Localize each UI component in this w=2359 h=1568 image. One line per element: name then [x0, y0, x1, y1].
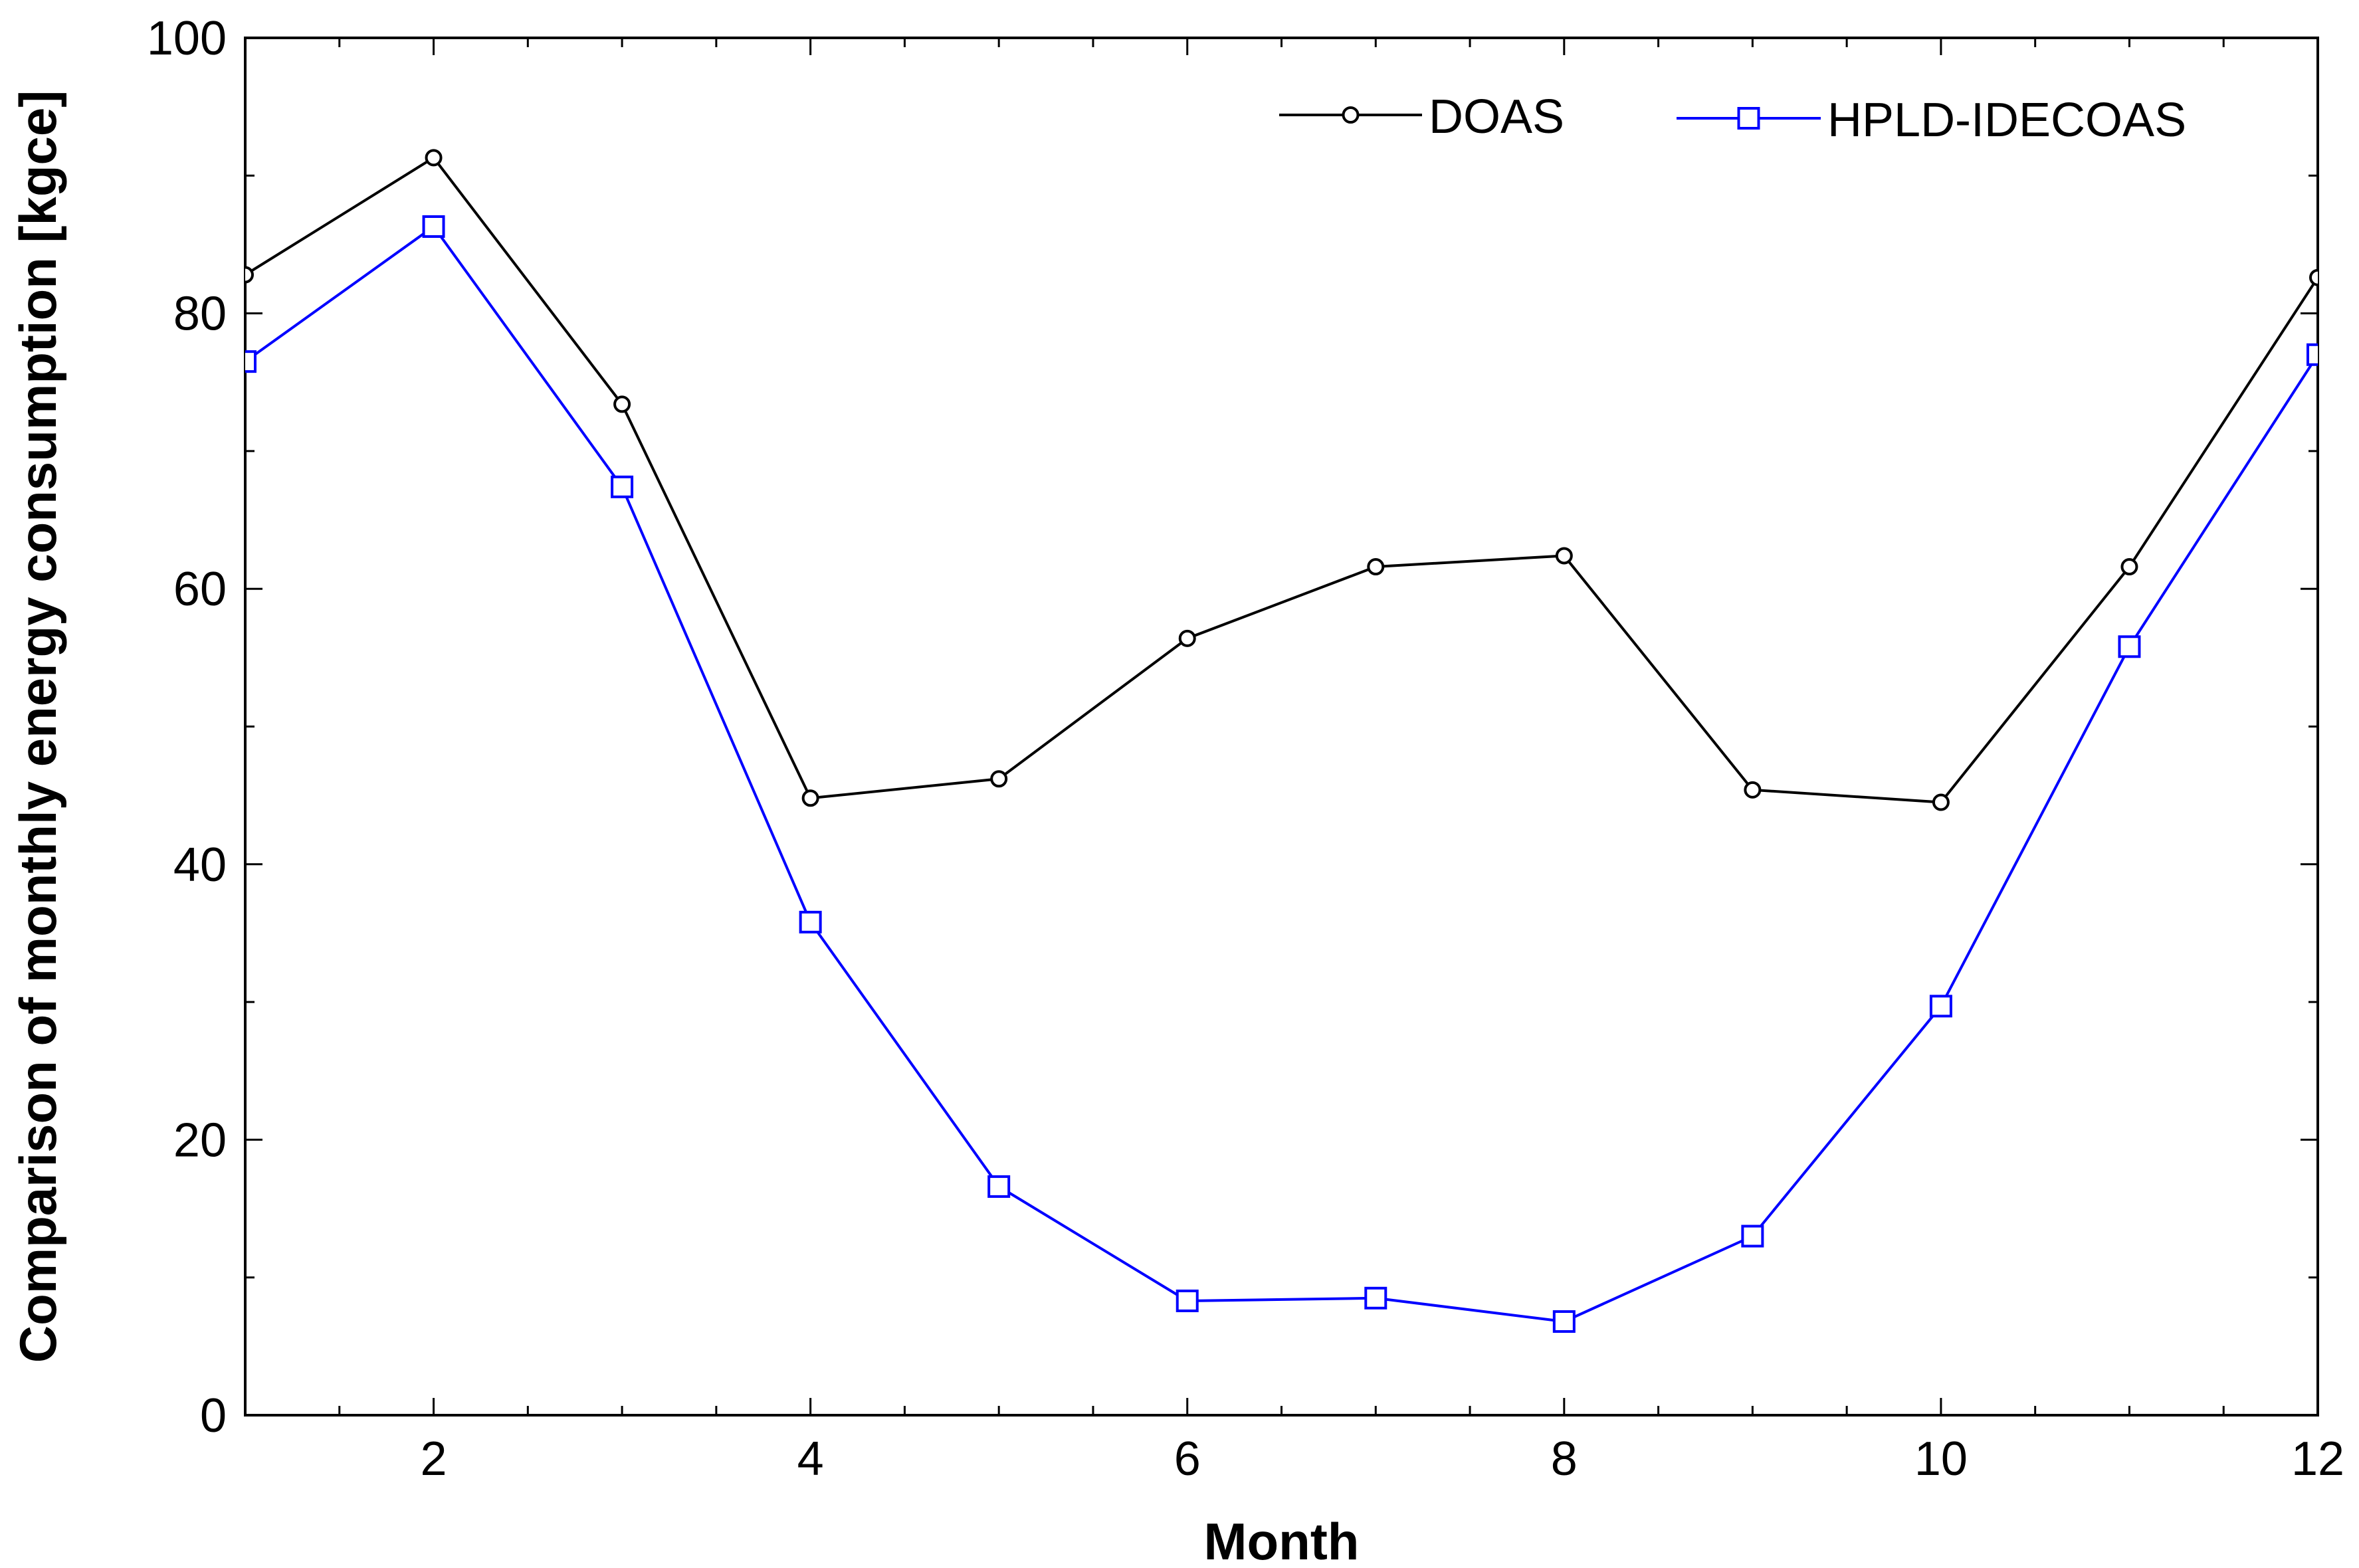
data-point-hpld-idecoas: [422, 215, 445, 239]
data-point-doas: [1367, 558, 1385, 576]
series-line-doas: [245, 155, 2318, 804]
data-point-doas: [425, 149, 443, 167]
data-point-hpld-idecoas: [1741, 1225, 1764, 1248]
x-tick-label: 6: [1174, 1432, 1201, 1486]
legend-marker-doas: [1342, 106, 1360, 124]
y-axis-label: Comparison of monthly energy consumption…: [9, 90, 67, 1363]
data-point-doas: [245, 266, 254, 284]
data-point-hpld-idecoas: [1552, 1310, 1576, 1333]
legend-label-hpld-idecoas: HPLD-IDECOAS: [1827, 94, 2186, 147]
data-point-doas: [613, 395, 631, 413]
legend-marker-hpld-idecoas: [1737, 107, 1760, 130]
y-tick-label: 20: [173, 1114, 227, 1167]
data-point-doas: [1555, 547, 1573, 565]
data-point-doas: [2309, 268, 2318, 286]
data-point-doas: [1744, 781, 1762, 799]
x-tick-label: 10: [1914, 1432, 1968, 1486]
series-doas: [245, 149, 2318, 811]
series-line-hpld-idecoas: [245, 225, 2318, 1323]
data-point-hpld-idecoas: [2118, 635, 2141, 658]
y-tick-label: 40: [173, 838, 227, 892]
axes-layer: 2 4 6 8 10 12 0 20 40 60 80 100: [147, 12, 2344, 1486]
x-tick-label: 2: [421, 1432, 447, 1486]
plot-frame: [244, 37, 2319, 1417]
legend-label-doas: DOAS: [1429, 90, 1564, 144]
data-point-doas: [990, 770, 1008, 788]
legend-item-hpld-idecoas: HPLD-IDECOAS: [1677, 94, 2186, 147]
data-point-hpld-idecoas: [1364, 1286, 1387, 1310]
legend-item-doas: DOAS: [1279, 90, 1564, 144]
data-point-hpld-idecoas: [987, 1175, 1011, 1198]
x-tick-label: 8: [1551, 1432, 1578, 1486]
data-point-hpld-idecoas: [1176, 1289, 1199, 1312]
legend: DOAS HPLD-IDECOAS: [1279, 90, 2186, 147]
y-tick-label: 0: [200, 1389, 227, 1442]
y-tick-label: 100: [147, 12, 227, 65]
data-point-hpld-idecoas: [1929, 995, 1952, 1018]
x-axis-label: Month: [1204, 1512, 1360, 1568]
data-point-hpld-idecoas: [2307, 343, 2318, 366]
data-point-hpld-idecoas: [799, 910, 822, 933]
data-point-doas: [2120, 558, 2138, 576]
x-tick-label: 4: [797, 1432, 824, 1486]
data-point-doas: [1932, 793, 1950, 811]
data-point-hpld-idecoas: [611, 475, 634, 498]
data-point-doas: [801, 789, 819, 807]
x-tick-label: 12: [2291, 1432, 2344, 1486]
series-hpld-idecoas: [245, 215, 2318, 1333]
y-tick-label: 80: [173, 288, 227, 341]
data-point-doas: [1178, 629, 1196, 647]
series-layer: [245, 149, 2318, 1333]
y-tick-label: 60: [173, 563, 227, 616]
data-point-hpld-idecoas: [245, 350, 256, 373]
